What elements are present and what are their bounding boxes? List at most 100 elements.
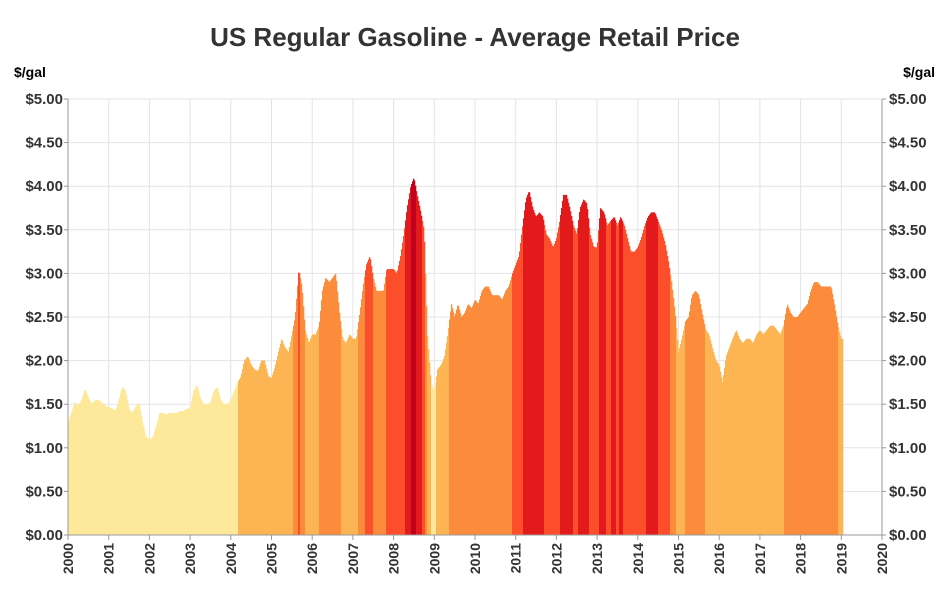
price-column — [808, 299, 810, 535]
price-column — [406, 212, 408, 535]
price-column — [420, 210, 422, 535]
price-column — [695, 290, 697, 535]
price-column — [697, 293, 699, 535]
price-column — [141, 415, 143, 535]
price-column — [539, 212, 541, 535]
price-column — [769, 326, 771, 535]
price-column — [786, 307, 788, 535]
price-column — [691, 298, 693, 535]
price-column — [179, 411, 181, 535]
x-tick-label: 2015 — [671, 543, 687, 574]
left-y-axis-ticks: $0.00 $0.50 $1.00 $1.50 $2.00 $2.50 $3.00 $3.50… — [25, 91, 68, 544]
price-column — [821, 286, 823, 535]
price-column — [286, 349, 288, 535]
price-column — [756, 334, 758, 535]
price-column — [671, 281, 673, 535]
price-column — [90, 401, 92, 535]
price-column — [814, 282, 816, 535]
price-column — [491, 293, 493, 535]
price-column — [229, 401, 231, 535]
price-column — [610, 221, 612, 535]
price-column — [367, 261, 369, 535]
price-column — [361, 299, 363, 535]
y-tick-label-left: $3.00 — [25, 265, 63, 282]
x-tick-label: 2008 — [386, 543, 402, 574]
price-column — [722, 382, 724, 535]
y-tick-label-right: $2.00 — [889, 353, 927, 370]
price-column — [202, 401, 204, 535]
price-column — [754, 339, 756, 535]
price-column — [613, 217, 615, 535]
price-column — [585, 201, 587, 536]
price-column — [287, 350, 289, 535]
price-column — [94, 400, 96, 535]
price-column — [320, 310, 322, 535]
price-column — [312, 334, 314, 535]
x-tick-label: 2010 — [467, 543, 483, 574]
price-column — [421, 215, 423, 535]
price-column — [565, 194, 567, 536]
price-column — [488, 286, 490, 535]
price-column — [566, 194, 568, 536]
price-column — [259, 366, 261, 535]
price-column — [725, 360, 727, 535]
price-column — [534, 212, 536, 535]
price-column — [829, 286, 831, 535]
price-column — [654, 212, 656, 536]
price-column — [647, 217, 649, 535]
price-column — [223, 403, 225, 535]
price-column — [800, 312, 802, 535]
price-column — [799, 314, 801, 535]
price-column — [219, 395, 221, 535]
price-column — [325, 278, 327, 535]
price-column — [595, 247, 597, 536]
price-column — [485, 286, 487, 535]
price-column — [392, 269, 394, 535]
price-column — [247, 356, 249, 535]
price-column — [723, 374, 725, 535]
price-column — [282, 341, 284, 535]
price-column — [790, 312, 792, 535]
price-column — [437, 369, 439, 535]
price-column — [689, 311, 691, 535]
price-column — [550, 240, 552, 535]
price-column — [635, 250, 637, 535]
price-column — [278, 351, 280, 535]
price-column — [830, 286, 832, 535]
price-column — [92, 403, 94, 535]
price-column — [232, 395, 234, 535]
price-column — [726, 355, 728, 535]
price-column — [634, 251, 636, 535]
price-column — [302, 292, 304, 535]
price-column — [297, 285, 299, 535]
price-column — [608, 223, 610, 536]
price-column — [522, 226, 524, 535]
price-column — [747, 338, 749, 535]
price-column — [453, 312, 455, 535]
price-column — [215, 388, 217, 535]
price-column — [716, 361, 718, 535]
price-column — [149, 439, 151, 535]
price-column — [456, 309, 458, 535]
price-column — [751, 341, 753, 535]
price-column — [698, 294, 700, 535]
price-column — [745, 339, 747, 535]
price-column — [548, 237, 550, 536]
price-column — [479, 299, 481, 535]
price-column — [626, 234, 628, 535]
y-tick-label-right: $3.50 — [889, 222, 927, 239]
price-column — [549, 238, 551, 535]
price-column — [831, 288, 833, 535]
price-column — [805, 306, 807, 535]
price-column — [173, 412, 175, 535]
price-column — [222, 402, 224, 535]
price-column — [573, 225, 575, 536]
price-column — [398, 265, 400, 535]
x-tick-label: 2007 — [345, 543, 361, 574]
price-column — [256, 370, 258, 535]
price-column — [524, 210, 526, 535]
price-column — [620, 217, 622, 535]
price-column — [709, 336, 711, 535]
price-column — [589, 227, 591, 535]
